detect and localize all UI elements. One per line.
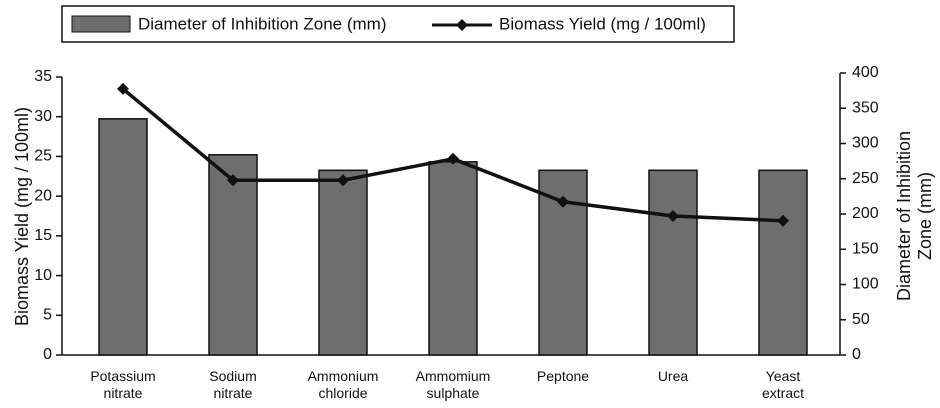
legend-box [61,5,735,43]
y2-tick-label: 400 [852,64,879,81]
marker [557,195,569,208]
x-tick-label: Urea [657,368,689,384]
bar [648,169,698,356]
x-tick-label: Yeast extract [761,368,804,401]
bar [98,118,148,356]
marker [227,174,239,187]
marker [337,174,349,187]
x-tick-label: Peptone [536,368,590,384]
y-tick-label: 0 [43,346,52,363]
y-tick-label: 35 [34,68,52,85]
x-tick-label: Ammomium sulphate [415,368,491,401]
y2-tick-label: 300 [852,135,879,152]
y2-tick-label: 200 [852,205,879,222]
legend-swatch-bar [71,15,131,33]
marker [777,214,789,227]
x-tick-label: Potassium nitrate [90,368,156,401]
y-tick-label: 5 [43,307,52,324]
y-tick-label: 30 [34,108,52,125]
y-tick-label: 15 [34,227,52,244]
bar [318,169,368,356]
y-axis-title: Biomass Yield (mg / 100ml) [11,106,32,326]
bar [538,169,588,356]
legend-label: Diameter of Inhibition Zone (mm) [138,14,386,33]
marker [447,152,459,165]
y2-tick-label: 150 [852,240,879,257]
bar [428,161,478,356]
marker [667,210,679,222]
bar [758,169,808,356]
x-tick-label: Ammonium chloride [307,368,379,401]
marker [117,82,129,95]
y2-tick-label: 0 [852,346,861,363]
bar [208,154,258,356]
y-tick-label: 10 [34,267,52,284]
legend-label: Biomass Yield (mg / 100ml) [499,14,706,33]
y2-axis-title: Diameter of Inhibition Zone (mm) [894,130,935,302]
y2-tick-label: 50 [852,311,870,328]
y2-tick-label: 250 [852,170,879,187]
y-tick-label: 25 [34,148,52,165]
y2-tick-label: 350 [852,99,879,116]
x-tick-label: Sodium nitrate [209,368,257,401]
y2-tick-label: 100 [852,276,879,293]
legend-swatch-marker [456,19,468,31]
y-tick-label: 20 [34,187,52,204]
